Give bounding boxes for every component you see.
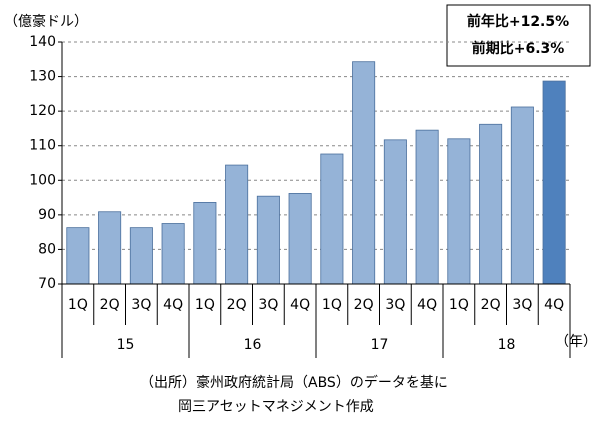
source: 岡三アセットマネジメント作成: [178, 399, 374, 415]
y-tick-label: 140: [29, 34, 56, 50]
bar: [352, 61, 376, 285]
annotation: 前期比+6.3%: [472, 40, 565, 57]
bar: [320, 153, 344, 285]
x-tick-label: 1Q: [195, 297, 215, 313]
bar: [256, 195, 280, 285]
y-tick-label: 100: [29, 172, 56, 188]
x-tick-label: 4Q: [290, 297, 310, 313]
bar: [510, 106, 534, 285]
x-tick-label: 2Q: [354, 297, 374, 313]
x-tick-label: 4Q: [544, 297, 564, 313]
x-tick-label: 1Q: [322, 297, 342, 313]
bar: [225, 164, 249, 285]
bar: [447, 138, 471, 285]
y-tick-label: 120: [29, 103, 56, 119]
x-tick-label: 3Q: [131, 297, 151, 313]
bar: [542, 80, 566, 285]
y-tick-label: 70: [38, 276, 56, 292]
bar: [66, 227, 90, 285]
y-axis-label: （億豪ドル）: [4, 14, 88, 30]
y-tick-label: 80: [38, 241, 56, 257]
bar: [383, 139, 407, 285]
bar: [98, 211, 122, 285]
bar: [288, 193, 312, 285]
x-tick-label: 2Q: [227, 297, 247, 313]
y-tick-label: 90: [38, 207, 56, 223]
year-label: 15: [117, 337, 135, 353]
x-tick-label: 1Q: [449, 297, 469, 313]
bar: [161, 223, 185, 285]
x-tick-label: 4Q: [417, 297, 437, 313]
bar: [129, 227, 153, 285]
annotation: 前年比+12.5%: [467, 13, 569, 30]
y-tick-label: 110: [29, 138, 56, 154]
year-label: 18: [498, 337, 516, 353]
year-label: 17: [371, 337, 389, 353]
bar: [415, 129, 439, 285]
x-tick-label: 3Q: [385, 297, 405, 313]
x-tick-label: 2Q: [100, 297, 120, 313]
x-tick-label: 3Q: [258, 297, 278, 313]
y-tick-label: 130: [29, 69, 56, 85]
bar: [193, 202, 217, 285]
bar: [479, 123, 503, 285]
x-tick-label: 2Q: [481, 297, 501, 313]
annotation-box: [446, 4, 591, 67]
x-tick-label: 4Q: [163, 297, 183, 313]
x-tick-label: 3Q: [512, 297, 532, 313]
year-label: 16: [244, 337, 262, 353]
x-axis-label: （年）: [555, 334, 597, 350]
source: （出所）豪州政府統計局（ABS）のデータを基に: [140, 374, 448, 391]
x-tick-label: 1Q: [68, 297, 88, 313]
